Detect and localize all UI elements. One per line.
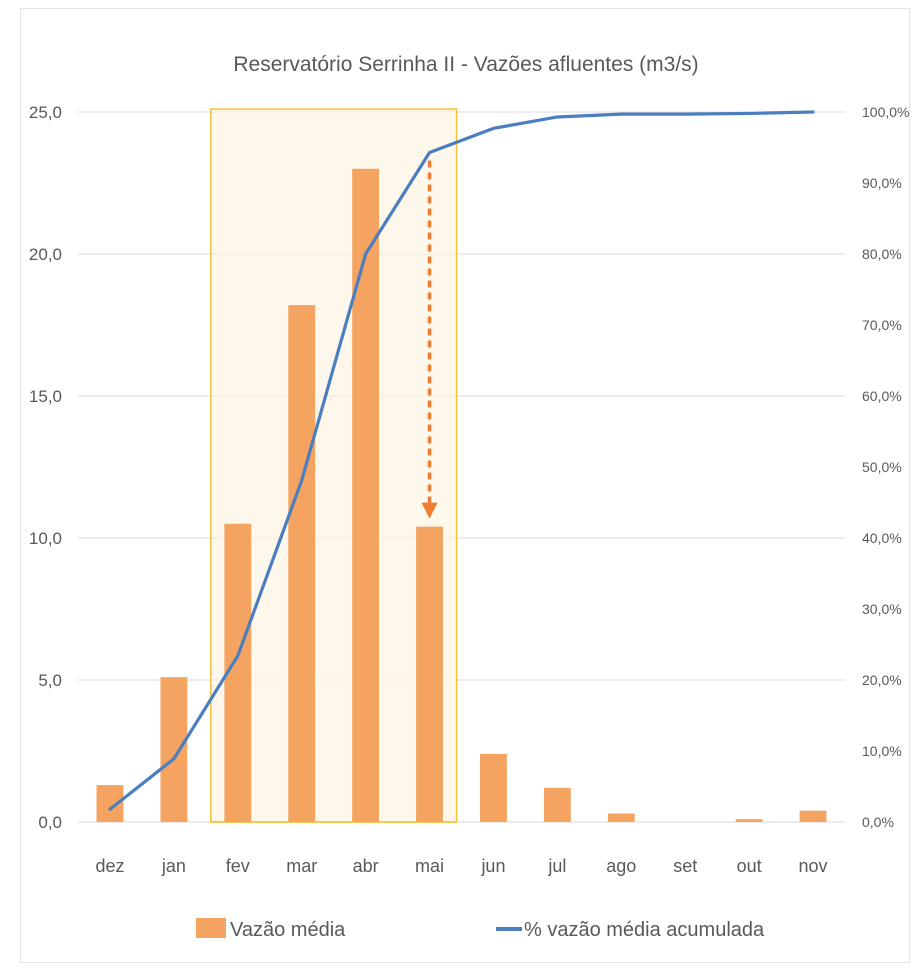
highlight-rect bbox=[210, 108, 458, 823]
bar bbox=[735, 819, 763, 822]
line-path bbox=[108, 110, 815, 811]
bar bbox=[607, 813, 635, 822]
arrow-head bbox=[421, 502, 438, 519]
x-tick-label: jun bbox=[480, 856, 505, 876]
y-right-tick-label: 40,0% bbox=[862, 530, 902, 546]
x-tick-label: dez bbox=[95, 856, 124, 876]
legend-label-bars: Vazão média bbox=[230, 919, 346, 941]
y-right-tick-label: 10,0% bbox=[862, 743, 902, 759]
bar bbox=[288, 305, 316, 822]
y-right-tick-label: 0,0% bbox=[862, 814, 894, 830]
y-right-tick-label: 60,0% bbox=[862, 388, 902, 404]
y-right-tick-label: 50,0% bbox=[862, 459, 902, 475]
y-left-tick-label: 10,0 bbox=[29, 529, 62, 548]
arrow-annotation bbox=[421, 160, 438, 519]
bar bbox=[160, 677, 188, 822]
x-tick-label: jan bbox=[161, 856, 186, 876]
y-left-tick-label: 5,0 bbox=[38, 671, 62, 690]
x-tick-label: set bbox=[673, 856, 697, 876]
y-right-tick-label: 20,0% bbox=[862, 672, 902, 688]
x-axis: dez jan fev mar abr mai jun jul ago set out nov bbox=[95, 856, 827, 876]
y-left-tick-label: 20,0 bbox=[29, 245, 62, 264]
x-tick-label: nov bbox=[799, 856, 828, 876]
legend-swatch-bars bbox=[196, 918, 226, 938]
y-axis-right: 0,0% 10,0% 20,0% 30,0% 40,0% 50,0% 60,0% 70,0% 8… bbox=[862, 104, 909, 830]
highlight-box bbox=[210, 108, 458, 823]
y-right-tick-label: 90,0% bbox=[862, 175, 902, 191]
x-tick-label: ago bbox=[606, 856, 636, 876]
line-series bbox=[108, 110, 815, 811]
y-right-tick-label: 70,0% bbox=[862, 317, 902, 333]
x-tick-label: mar bbox=[286, 856, 317, 876]
gridlines bbox=[78, 111, 845, 823]
legend-label-line: % vazão média acumulada bbox=[524, 919, 765, 941]
y-left-tick-label: 25,0 bbox=[29, 103, 62, 122]
y-left-tick-label: 0,0 bbox=[38, 813, 62, 832]
y-right-tick-label: 80,0% bbox=[862, 246, 902, 262]
bar bbox=[416, 526, 443, 822]
x-tick-label: fev bbox=[226, 856, 250, 876]
y-right-tick-label: 100,0% bbox=[862, 104, 909, 120]
chart-title: Reservatório Serrinha II - Vazões afluen… bbox=[233, 53, 698, 76]
x-tick-label: abr bbox=[353, 856, 379, 876]
bar bbox=[543, 787, 571, 822]
y-right-tick-label: 30,0% bbox=[862, 601, 902, 617]
x-tick-label: jul bbox=[547, 856, 566, 876]
bar bbox=[480, 753, 507, 822]
x-tick-label: mai bbox=[415, 856, 444, 876]
x-tick-label: out bbox=[737, 856, 762, 876]
legend: Vazão média % vazão média acumulada bbox=[196, 918, 765, 941]
bar-series bbox=[96, 168, 827, 823]
y-left-tick-label: 15,0 bbox=[29, 387, 62, 406]
y-axis-left: 0,0 5,0 10,0 15,0 20,0 25,0 bbox=[29, 103, 62, 832]
bar bbox=[352, 168, 380, 823]
bar bbox=[799, 810, 827, 822]
